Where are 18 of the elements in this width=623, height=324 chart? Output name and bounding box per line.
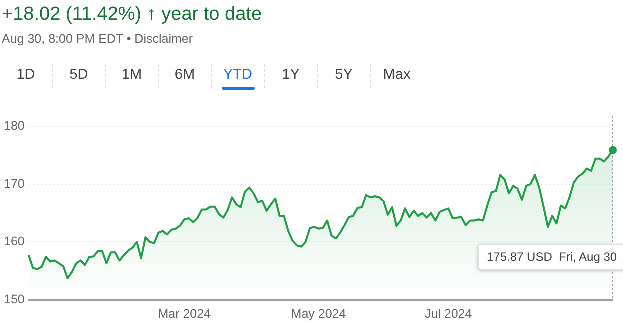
- y-tick-label: 180: [4, 118, 25, 133]
- text: 5Y: [335, 66, 353, 85]
- text: 5D: [70, 66, 88, 85]
- text: 1D: [16, 66, 36, 85]
- chart-title: +18.02 (11.42%) ↑ year to date: [2, 4, 262, 26]
- text: 6M: [174, 66, 196, 85]
- annotation: 175.87 USD Fri, Aug 30: [478, 244, 623, 270]
- y-tick-label: 150: [4, 292, 25, 306]
- y-tick-label: 160: [4, 234, 25, 249]
- x-tick-label: Mar 2024: [158, 306, 212, 321]
- y-tick-label: 170: [4, 176, 25, 191]
- x-tick-label: Jul 2024: [424, 306, 472, 321]
- x-tick-label: May 2024: [291, 306, 346, 321]
- text: 1M: [122, 66, 142, 85]
- text: YTD: [224, 64, 252, 86]
- text: Max: [383, 66, 411, 85]
- chart-subtitle: Aug 30, 8:00 PM EDT • Disclaimer: [2, 32, 194, 46]
- text: 1Y: [282, 66, 300, 85]
